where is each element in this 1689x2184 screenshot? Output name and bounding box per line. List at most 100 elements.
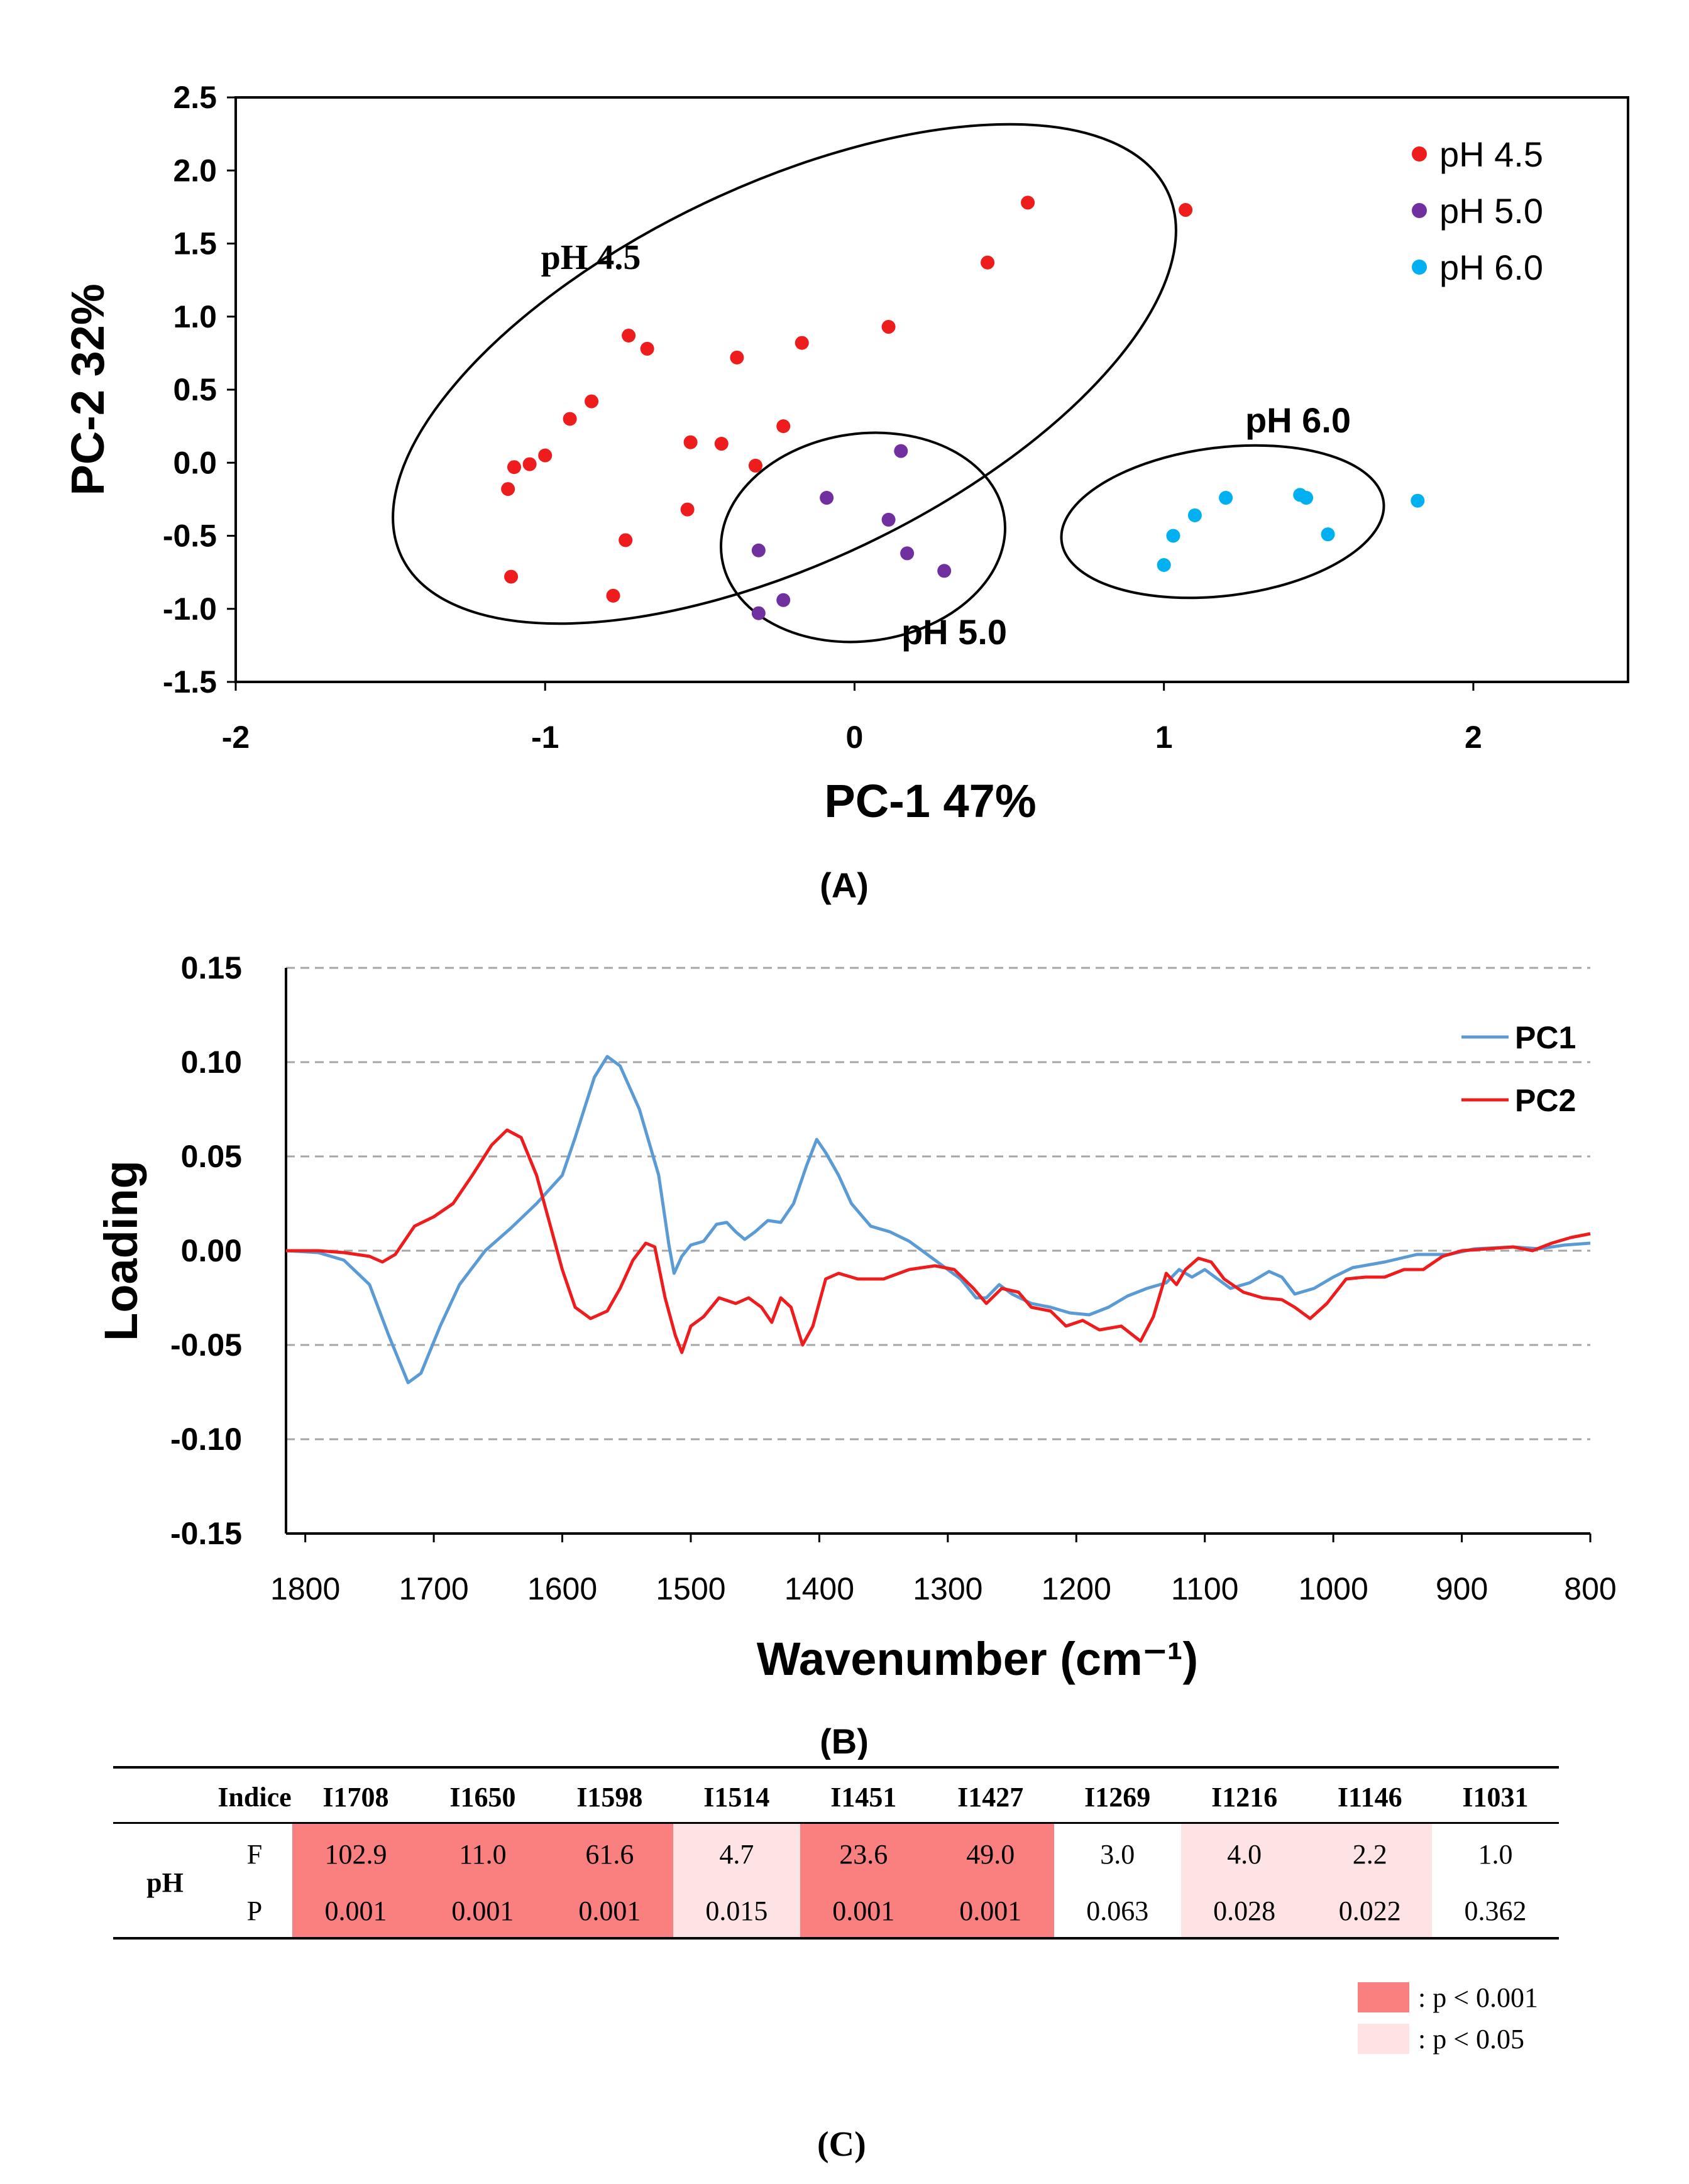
table-cell: 2.2 xyxy=(1307,1823,1432,1880)
col-header: I1427 xyxy=(927,1766,1054,1824)
legend-marker xyxy=(1412,146,1427,162)
y-tick-label: -0.10 xyxy=(170,1422,242,1457)
x-tick-label: 1800 xyxy=(270,1571,340,1606)
ellipse-ph45 xyxy=(392,123,1177,625)
loading-plot: 0.15 0.10 0.05 0.00 -0.05 -0.10 -0.15 1800 1700… xyxy=(95,950,1617,1685)
y-tick-label: 0.10 xyxy=(181,1045,242,1080)
series-line-pc2 xyxy=(286,1128,1591,1354)
row-label-cell: F xyxy=(246,1838,263,1870)
panel-label-b: (B) xyxy=(820,1721,869,1760)
legend-label: PC1 xyxy=(1515,1020,1576,1055)
x-tick-label: 1600 xyxy=(527,1571,597,1606)
legend-label: : p < 0.001 xyxy=(1418,1982,1539,2013)
group-label-ph60: pH 6.0 xyxy=(1245,400,1351,440)
legend-item: : p < 0.001 xyxy=(1358,1977,1565,2018)
legend-label: pH 6.0 xyxy=(1439,248,1543,287)
y-tick-label: 0.00 xyxy=(181,1233,242,1268)
score-point-1 xyxy=(751,606,766,620)
y-tick-label: 2.5 xyxy=(173,80,217,115)
legend-marker xyxy=(1412,203,1427,218)
x-tick-label: 1200 xyxy=(1042,1571,1111,1606)
score-point-0 xyxy=(522,457,537,471)
table-cell: 0.001 xyxy=(546,1880,673,1940)
legend-swatch-high xyxy=(1358,1982,1409,2012)
figure-canvas: 2.5 2.0 1.5 1.0 0.5 0.0 -0.5 -1.0 -1.5 -2 -1 0 1 2 p… xyxy=(62,80,1629,1760)
x-tick-label: 1 xyxy=(1155,720,1173,755)
score-point-1 xyxy=(881,512,896,527)
x-tick-label: 1700 xyxy=(399,1571,468,1606)
y-tick-label: -0.5 xyxy=(163,519,217,554)
x-tick-label: 800 xyxy=(1564,1571,1616,1606)
score-point-0 xyxy=(795,336,809,350)
header-row: Indice I1708 I1650 I1598 I1514 I1451 I14… xyxy=(113,1766,1559,1824)
corner-cell-2: Indice xyxy=(217,1766,292,1824)
score-point-0 xyxy=(504,569,519,584)
col-header: I1514 xyxy=(673,1766,800,1824)
significance-legend: : p < 0.001 : p < 0.05 xyxy=(1358,1977,1565,2060)
x-tick-label: 1300 xyxy=(913,1571,982,1606)
x-tick-label: -1 xyxy=(531,720,559,755)
score-point-0 xyxy=(507,460,521,475)
col-header: I1708 xyxy=(292,1766,419,1824)
score-point-0 xyxy=(606,588,620,603)
col-header: I1598 xyxy=(546,1766,673,1824)
table-cell: 1.0 xyxy=(1478,1838,1513,1870)
x-tick-label: 2 xyxy=(1465,720,1482,755)
x-tick-labels-b: 1800 1700 1600 1500 1400 1300 1200 1100 1000 900 8… xyxy=(270,1534,1617,1606)
x-axis-label-b: Wavenumber (cm⁻¹) xyxy=(757,1633,1198,1685)
score-point-0 xyxy=(619,533,633,547)
group-ellipses xyxy=(392,123,1385,644)
score-point-1 xyxy=(751,543,766,557)
score-points xyxy=(501,195,1425,620)
y-tick-labels-b: 0.15 0.10 0.05 0.00 -0.05 -0.10 -0.15 xyxy=(170,950,242,1551)
row-label-cell: P xyxy=(217,1880,292,1940)
score-point-2 xyxy=(1321,527,1335,542)
table-cell: 49.0 xyxy=(927,1823,1054,1880)
y-tick-label: -1.5 xyxy=(163,664,217,700)
score-point-1 xyxy=(820,491,834,505)
table-cell: 3.0 xyxy=(1100,1838,1135,1870)
x-tick-label: 1500 xyxy=(656,1571,725,1606)
x-tick-label: 1100 xyxy=(1171,1571,1239,1606)
group-label-cell: pH xyxy=(113,1823,217,1940)
group-label-ph50: pH 5.0 xyxy=(901,612,1007,652)
score-point-0 xyxy=(683,435,698,449)
score-point-0 xyxy=(776,419,791,434)
x-axis-label-a: PC-1 47% xyxy=(824,775,1036,827)
legend-b: PC1 PC2 xyxy=(1461,1020,1576,1118)
score-point-1 xyxy=(894,444,908,458)
table-cell: 102.9 xyxy=(292,1823,419,1880)
x-tick-label: 1400 xyxy=(784,1571,854,1606)
score-point-0 xyxy=(748,458,762,473)
y-tick-label: 0.05 xyxy=(181,1139,242,1174)
legend-a: pH 4.5 pH 5.0 pH 6.0 xyxy=(1412,134,1543,287)
score-point-0 xyxy=(501,482,515,497)
score-point-0 xyxy=(881,320,896,334)
table-cell: 23.6 xyxy=(800,1823,927,1880)
y-tick-label: -0.15 xyxy=(170,1516,242,1551)
score-point-2 xyxy=(1157,558,1171,572)
col-header: I1031 xyxy=(1431,1766,1559,1824)
group-label-ph45: pH 4.5 xyxy=(541,238,641,277)
series-line-pc1 xyxy=(285,1055,1591,1385)
score-point-0 xyxy=(680,502,695,517)
y-tick-label: 0.15 xyxy=(181,950,242,985)
legend-label: : p < 0.05 xyxy=(1418,2023,1525,2055)
score-point-0 xyxy=(1021,195,1035,210)
panel-label-a: (A) xyxy=(820,865,869,905)
y-tick-label: 2.0 xyxy=(173,153,217,188)
y-tick-label: 1.0 xyxy=(173,299,217,334)
x-tick-label: 1000 xyxy=(1299,1571,1368,1606)
table-cell: 0.001 xyxy=(927,1880,1054,1940)
score-point-1 xyxy=(937,564,952,578)
col-header: I1146 xyxy=(1307,1766,1432,1824)
x-tick-label: -2 xyxy=(222,720,250,755)
legend-label: PC2 xyxy=(1515,1083,1576,1118)
legend-swatch-low xyxy=(1358,2024,1409,2054)
table-cell: 0.063 xyxy=(1054,1880,1181,1940)
score-point-2 xyxy=(1187,508,1202,522)
score-point-0 xyxy=(585,394,599,409)
table-cell: 4.0 xyxy=(1180,1823,1308,1880)
col-header: I1650 xyxy=(419,1766,546,1824)
corner-cell xyxy=(113,1766,217,1824)
